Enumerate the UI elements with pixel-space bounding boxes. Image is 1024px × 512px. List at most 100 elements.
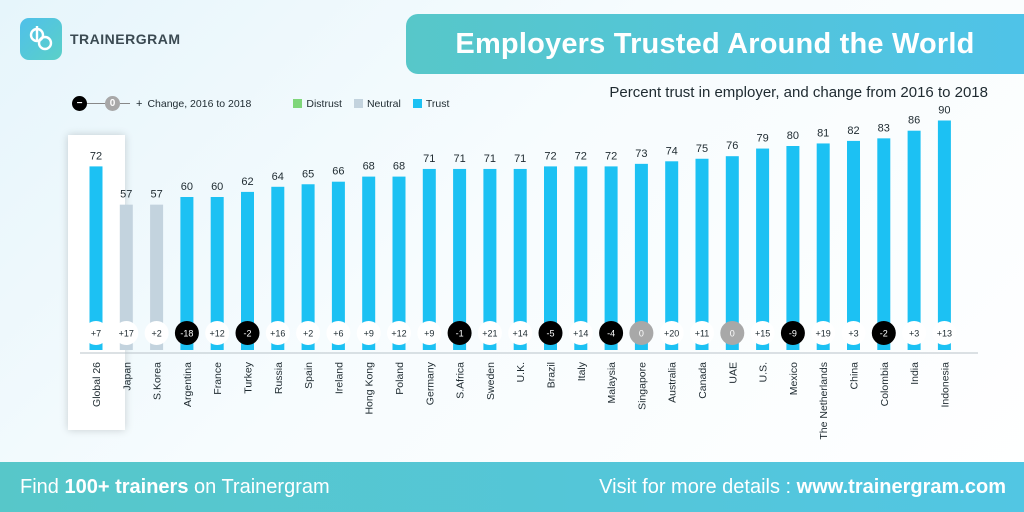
legend-distrust: Distrust [293, 98, 342, 110]
footer: Find 100+ trainers on Trainergram Visit … [0, 462, 1024, 512]
bar-value-label: 68 [393, 161, 405, 173]
change-badge-label: +19 [816, 329, 831, 339]
bar-value-label: 72 [544, 150, 556, 162]
category-label: U.S. [758, 362, 770, 382]
legend-connector [120, 103, 130, 104]
change-badge [659, 321, 684, 345]
category-label: France [212, 362, 224, 395]
legend-neutral: Neutral [353, 97, 401, 110]
title-banner: Employers Trusted Around the World [406, 14, 1024, 74]
bar-value-label: 62 [241, 176, 253, 188]
change-badge-label: +17 [119, 329, 134, 339]
legend-neutral-swatch [353, 99, 363, 108]
bar [725, 156, 739, 350]
bar [574, 166, 588, 350]
bar-value-label: 64 [272, 171, 284, 183]
change-badge [690, 321, 714, 345]
change-badge-label: +7 [91, 329, 101, 339]
category-label: Argentina [182, 362, 194, 407]
category-label: India [909, 362, 921, 385]
legend-change-label: Change, 2016 to 2018 [147, 97, 252, 110]
bar [422, 168, 436, 350]
change-badge-label: +14 [573, 329, 588, 339]
bar-value-label: 82 [847, 125, 859, 137]
bar [301, 184, 315, 350]
legend-connector [87, 103, 105, 104]
bar [392, 176, 406, 350]
category-label: Canada [697, 362, 709, 399]
legend-trust: Trust [412, 98, 449, 110]
bar-value-label: 71 [423, 153, 435, 165]
change-badge-label: +2 [151, 329, 161, 339]
bar [180, 197, 194, 350]
bar [907, 130, 921, 350]
change-badge-label: -18 [180, 329, 193, 339]
change-badge [538, 321, 563, 345]
footer-right[interactable]: Visit for more details : www.trainergram… [599, 476, 1006, 499]
change-badge-label: -2 [880, 329, 888, 339]
change-badge [932, 321, 957, 345]
bar [89, 166, 103, 350]
legend-neutral-label: Neutral [366, 97, 401, 110]
footer-right-prefix: Visit for more details : [599, 475, 792, 498]
change-badge [811, 321, 836, 345]
bar [271, 186, 285, 350]
bar-value-label: 72 [90, 150, 102, 162]
change-badge [114, 321, 139, 345]
chart-subtitle: Percent trust in employer, and change fr… [609, 84, 988, 101]
category-label: China [849, 362, 861, 390]
change-badge-label: 0 [730, 329, 735, 339]
bar [483, 168, 497, 350]
change-badge [174, 321, 199, 345]
category-label: Mexico [788, 362, 800, 395]
change-badge [356, 321, 381, 345]
bar [544, 166, 557, 350]
footer-left[interactable]: Find 100+ trainers on Trainergram [20, 476, 330, 499]
change-badge-label: -1 [456, 329, 464, 339]
category-label: Sweden [485, 362, 497, 400]
trainergram-logo-icon [20, 18, 62, 60]
category-label: Germany [424, 361, 436, 405]
legend-trust-swatch [412, 99, 422, 108]
change-badge-label: +12 [391, 329, 406, 339]
website-link[interactable]: www.trainergram.com [796, 475, 1006, 498]
category-label: Indonesia [939, 362, 951, 408]
chart-title: Employers Trusted Around the World [455, 27, 975, 60]
change-badge [205, 321, 230, 345]
bar [453, 168, 467, 350]
bar-value-label: 60 [181, 181, 193, 193]
bar [786, 146, 800, 350]
change-badge-label: 0 [639, 329, 644, 339]
change-badge-label: +9 [364, 329, 374, 339]
change-badge [477, 321, 502, 345]
bar-value-label: 71 [484, 153, 496, 165]
change-badge-label: -4 [607, 329, 615, 339]
bar [362, 176, 376, 350]
change-badge [871, 321, 896, 345]
bar-value-label: 76 [726, 140, 738, 152]
change-badge [508, 321, 533, 345]
change-badge-label: -5 [546, 329, 554, 339]
change-badge-label: -2 [243, 329, 251, 339]
change-badge [326, 321, 351, 345]
category-label: Italy [576, 361, 588, 381]
bar [119, 204, 133, 350]
category-label: S.Korea [152, 362, 164, 400]
change-badge [265, 321, 290, 345]
change-badge [144, 321, 169, 345]
change-badge-label: +2 [303, 329, 313, 339]
brand-logo[interactable]: TRAINERGRAM [20, 18, 181, 60]
bar [331, 181, 345, 350]
bar [937, 120, 951, 350]
change-badge-label: +16 [270, 329, 285, 339]
category-label: Australia [667, 362, 679, 403]
change-badge-label: +3 [848, 329, 858, 339]
change-badge-label: +13 [937, 329, 952, 339]
legend-zero-badge: 0 [105, 96, 120, 111]
footer-left-bold: 100+ trainers [64, 475, 189, 498]
bar [150, 204, 164, 350]
change-badge [84, 321, 108, 345]
change-badge-label: +12 [210, 329, 225, 339]
bar-value-label: 86 [908, 115, 920, 127]
category-label: Malaysia [606, 362, 618, 404]
